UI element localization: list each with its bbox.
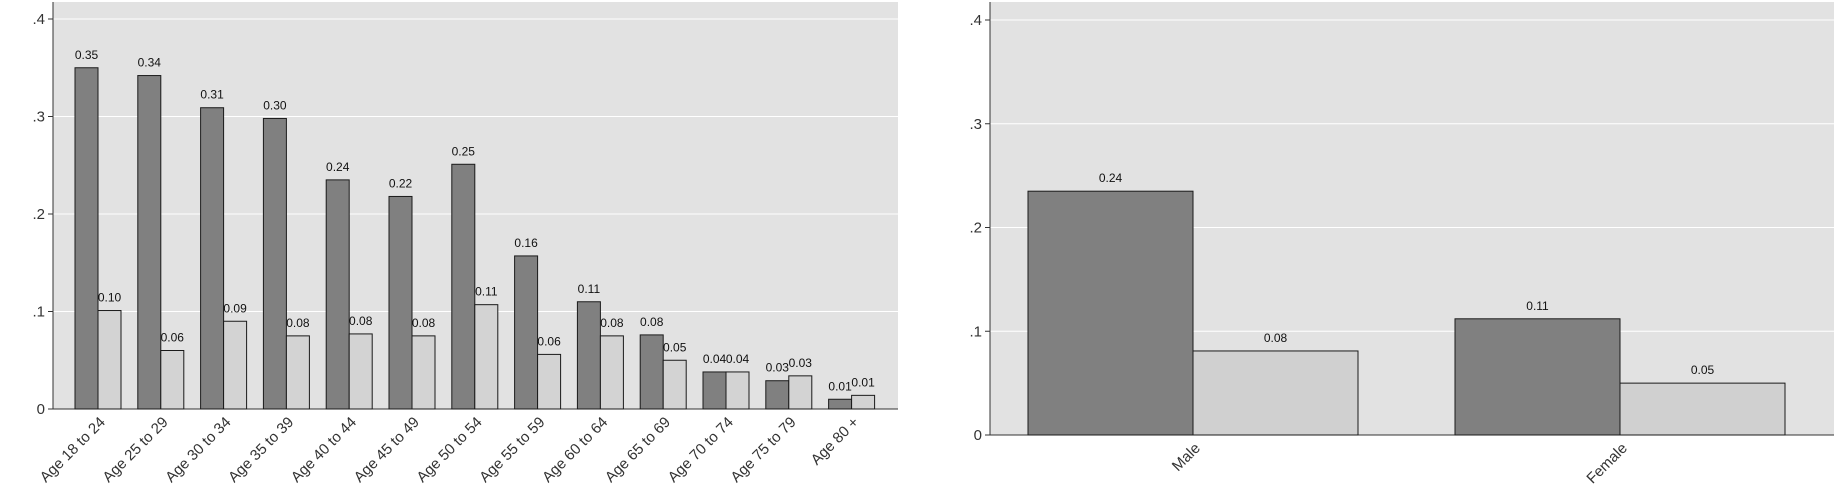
age-bar-series1: [514, 255, 539, 410]
age-bar-series2: [788, 375, 813, 410]
age-group-bar-chart: 0 .1 .2 .3 .4 0.35 0.10 Age 18 to 24 0.34 0.06 Age…: [32, 2, 898, 486]
age-data-label: 0.10: [98, 291, 122, 305]
sex-data-label: 0.11: [1526, 299, 1549, 313]
sex-bar-series1: [1454, 318, 1621, 436]
age-category-label: Age 25 to 29: [99, 414, 171, 486]
age-bar-series1: [828, 398, 853, 410]
age-bar-series1: [74, 67, 99, 410]
sex-category-label: Female: [1583, 440, 1630, 487]
age-bar-series2: [348, 333, 373, 410]
age-category-label: Age 45 to 49: [351, 414, 423, 486]
age-category-label: Age 40 to 44: [288, 414, 360, 486]
age-category-label: Age 65 to 69: [602, 414, 674, 486]
age-bar-series1: [137, 75, 162, 410]
age-y-tick-label: .4: [32, 11, 45, 28]
age-bar-series1: [765, 380, 790, 410]
age-category-label: Age 70 to 74: [665, 414, 737, 486]
age-y-tick-label: .2: [32, 206, 45, 223]
age-category-label: Age 30 to 34: [162, 414, 234, 486]
age-category-label: Age 50 to 54: [413, 414, 485, 486]
age-bar-series2: [474, 304, 499, 410]
age-bar-series1: [325, 179, 350, 410]
age-bar-series2: [725, 371, 750, 410]
age-data-label: 0.01: [851, 375, 875, 389]
age-data-label: 0.11: [578, 282, 601, 296]
age-data-label: 0.34: [138, 56, 162, 70]
age-category-label: Age 60 to 64: [539, 414, 611, 486]
age-data-label: 0.16: [514, 236, 538, 250]
age-bar-series1: [639, 334, 664, 410]
age-category-label: Age 55 to 59: [476, 414, 548, 486]
age-bar-series1: [388, 195, 413, 410]
sex-bar-series2: [1192, 350, 1359, 436]
age-bar-series1: [702, 371, 727, 410]
age-y-tick-label: 0: [37, 401, 45, 418]
age-bar-series1: [576, 301, 601, 410]
age-data-label: 0.31: [200, 88, 224, 102]
age-data-label: 0.04: [726, 352, 750, 366]
age-data-label: 0.30: [263, 98, 287, 112]
age-bar-series1: [262, 117, 287, 410]
age-y-tick-label: .1: [32, 304, 45, 321]
age-y-tick-label: .3: [32, 109, 45, 126]
age-data-label: 0.22: [389, 176, 413, 190]
age-data-label: 0.08: [412, 316, 436, 330]
sex-y-tick-label: .3: [969, 116, 982, 133]
sex-y-tick-label: 0: [974, 427, 982, 444]
age-bar-series2: [537, 353, 562, 410]
age-data-label: 0.04: [703, 352, 727, 366]
age-bar-series2: [411, 335, 436, 410]
age-data-label: 0.08: [286, 316, 310, 330]
age-bar-series2: [97, 310, 122, 410]
age-bar-series1: [200, 107, 225, 410]
age-bar-series2: [160, 350, 185, 410]
age-data-label: 0.25: [452, 144, 476, 158]
age-data-label: 0.08: [349, 314, 373, 328]
age-data-label: 0.05: [663, 340, 687, 354]
age-data-label: 0.08: [640, 315, 664, 329]
age-bar-series2: [599, 335, 624, 410]
age-data-label: 0.06: [537, 334, 561, 348]
sex-bar-chart: 0 .1 .2 .3 .4 0.24 0.08 Male 0.11 0.05 Female: [969, 2, 1834, 487]
age-category-label: Age 80 +: [808, 414, 863, 469]
age-data-label: 0.09: [223, 301, 247, 315]
age-bar-series1: [451, 163, 476, 410]
age-data-label: 0.06: [161, 331, 185, 345]
sex-bar-series1: [1027, 190, 1194, 436]
age-data-label: 0.01: [828, 379, 852, 393]
age-data-label: 0.03: [766, 361, 790, 375]
sex-category-label: Male: [1169, 440, 1204, 475]
sex-y-tick-label: .1: [969, 323, 982, 340]
age-data-label: 0.24: [326, 160, 350, 174]
age-category-label: Age 75 to 79: [727, 414, 799, 486]
age-data-label: 0.03: [789, 356, 813, 370]
sex-data-label: 0.05: [1691, 363, 1715, 377]
age-bar-series2: [851, 394, 876, 410]
sex-data-label: 0.24: [1099, 171, 1123, 185]
sex-bar-series2: [1619, 382, 1786, 436]
age-category-label: Age 18 to 24: [37, 414, 109, 486]
age-data-label: 0.35: [75, 48, 99, 62]
sex-data-label: 0.08: [1264, 331, 1288, 345]
age-data-label: 0.11: [475, 285, 498, 299]
sex-y-tick-label: .2: [969, 220, 982, 237]
age-bar-series2: [223, 320, 248, 410]
age-category-label: Age 35 to 39: [225, 414, 297, 486]
sex-y-tick-label: .4: [969, 12, 982, 29]
age-data-label: 0.08: [600, 316, 624, 330]
age-bar-series2: [662, 359, 687, 410]
age-bar-series2: [285, 335, 310, 410]
